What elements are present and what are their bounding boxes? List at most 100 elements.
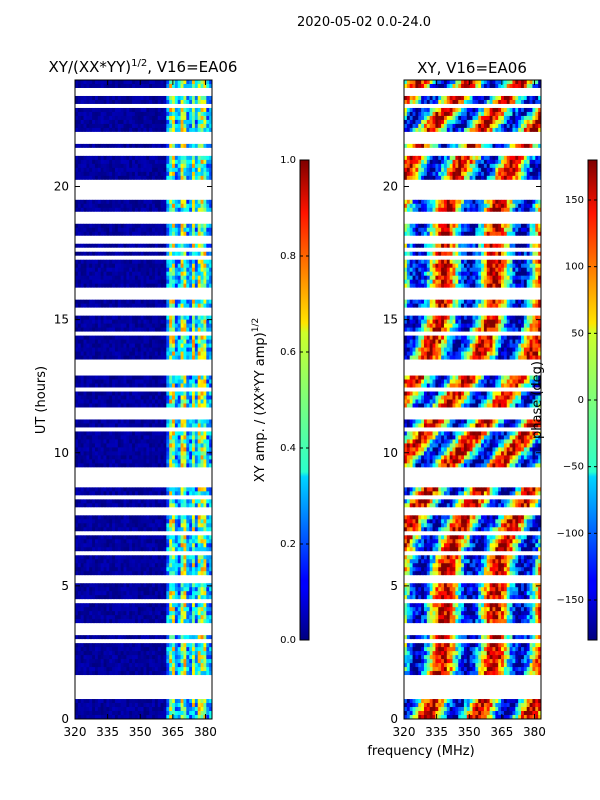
left-heatmap-cell xyxy=(126,163,130,169)
left-heatmap-cell xyxy=(114,199,119,205)
left-heatmap-cell xyxy=(123,395,127,400)
left-heatmap-cell xyxy=(117,239,122,245)
left-heatmap-cell xyxy=(86,135,90,141)
left-heatmap-cell xyxy=(126,239,130,245)
left-heatmap-cell xyxy=(123,379,127,384)
left-heatmap-cell xyxy=(112,411,116,416)
left-heatmap-cell xyxy=(152,163,156,169)
left-heatmap-cell xyxy=(114,263,119,269)
left-heatmap-cell xyxy=(189,403,193,408)
left-heatmap-cell xyxy=(120,99,124,105)
left-heatmap-cell xyxy=(149,127,153,133)
left-heatmap-cell xyxy=(189,119,193,125)
left-heatmap-cell xyxy=(103,223,107,229)
left-heatmap-cell xyxy=(172,255,176,261)
left-heatmap-cell xyxy=(89,199,93,205)
left-heatmap-cell xyxy=(166,463,170,468)
left-heatmap-cell xyxy=(97,215,102,221)
left-heatmap-cell xyxy=(140,315,144,321)
left-heatmap-cell xyxy=(192,167,196,173)
left-heatmap-cell xyxy=(120,331,124,336)
left-heatmap-cell xyxy=(120,127,124,133)
left-heatmap-cell xyxy=(172,359,176,364)
left-heatmap-cell xyxy=(137,315,142,321)
left-heatmap-cell xyxy=(83,195,87,201)
left-heatmap-cell xyxy=(123,419,127,424)
left-heatmap-cell xyxy=(112,383,116,388)
left-heatmap-cell xyxy=(92,223,96,229)
left-heatmap-cell xyxy=(77,435,82,440)
left-heatmap-cell xyxy=(134,203,139,209)
left-heatmap-cell xyxy=(194,387,199,392)
left-heatmap-cell xyxy=(132,167,136,173)
left-heatmap-cell xyxy=(186,319,190,325)
left-heatmap-cell xyxy=(203,323,207,329)
left-heatmap-cell xyxy=(143,331,147,336)
left-heatmap-cell xyxy=(154,187,159,193)
left-heatmap-cell xyxy=(154,307,159,313)
left-heatmap-cell xyxy=(109,427,113,432)
left-heatmap-cell xyxy=(86,303,90,309)
left-heatmap-cell xyxy=(163,91,167,97)
left-heatmap-cell xyxy=(94,455,99,460)
left-heatmap-cell xyxy=(203,195,207,201)
left-heatmap-cell xyxy=(83,335,87,340)
left-heatmap-cell xyxy=(83,191,87,197)
left-heatmap-cell xyxy=(163,247,167,253)
left-heatmap-cell xyxy=(186,427,190,432)
left-heatmap-cell xyxy=(177,223,181,229)
left-heatmap-cell xyxy=(75,403,79,408)
left-heatmap-cell xyxy=(103,211,107,217)
left-heatmap-cell xyxy=(140,103,144,109)
left-heatmap-cell xyxy=(206,479,210,484)
left-heatmap-cell xyxy=(75,447,79,452)
left-heatmap-cell xyxy=(77,351,82,356)
left-heatmap-cell xyxy=(209,391,213,396)
left-heatmap-cell xyxy=(143,467,147,472)
left-heatmap-cell xyxy=(152,155,156,161)
left-heatmap-cell xyxy=(203,459,207,464)
left-heatmap-cell xyxy=(203,91,207,97)
left-heatmap-cell xyxy=(137,411,142,416)
left-heatmap-cell xyxy=(189,355,193,360)
left-heatmap-cell xyxy=(126,447,130,452)
left-heatmap-cell xyxy=(126,107,130,113)
left-heatmap-cell xyxy=(137,195,142,201)
left-heatmap-cell xyxy=(174,95,179,101)
left-heatmap-cell xyxy=(80,387,84,392)
left-heatmap-cell xyxy=(77,227,82,233)
left-heatmap-cell xyxy=(143,307,147,313)
left-heatmap-cell xyxy=(197,195,201,201)
left-heatmap-cell xyxy=(154,343,159,348)
left-heatmap-cell xyxy=(209,359,213,364)
left-heatmap-cell xyxy=(117,187,122,193)
left-heatmap-cell xyxy=(114,183,119,189)
left-heatmap-cell xyxy=(114,87,119,93)
left-heatmap-row xyxy=(75,235,213,241)
left-heatmap-cell xyxy=(120,459,124,464)
left-heatmap-cell xyxy=(97,331,102,336)
left-heatmap-cell xyxy=(197,339,201,344)
left-heatmap-cell xyxy=(106,195,110,201)
left-heatmap-cell xyxy=(112,171,116,177)
left-heatmap-cell xyxy=(80,331,84,336)
left-heatmap-cell xyxy=(177,367,181,372)
left-heatmap-cell xyxy=(106,311,110,317)
left-heatmap-cell xyxy=(152,151,156,157)
left-heatmap-cell xyxy=(75,231,79,237)
left-heatmap-cell xyxy=(114,159,119,165)
left-heatmap-cell xyxy=(109,351,113,356)
left-heatmap-cell xyxy=(163,379,167,384)
left-heatmap-cell xyxy=(186,375,190,380)
left-heatmap-cell xyxy=(75,215,79,221)
left-heatmap-cell xyxy=(183,179,187,185)
left-heatmap-cell xyxy=(140,287,144,293)
left-heatmap-cell xyxy=(174,347,179,352)
left-heatmap-cell xyxy=(132,255,136,261)
left-heatmap-cell xyxy=(157,295,162,301)
left-heatmap-cell xyxy=(117,395,122,400)
left-heatmap-cell xyxy=(143,431,147,436)
left-heatmap-cell xyxy=(172,139,176,145)
left-heatmap-cell xyxy=(209,411,213,416)
left-heatmap-cell xyxy=(174,355,179,360)
